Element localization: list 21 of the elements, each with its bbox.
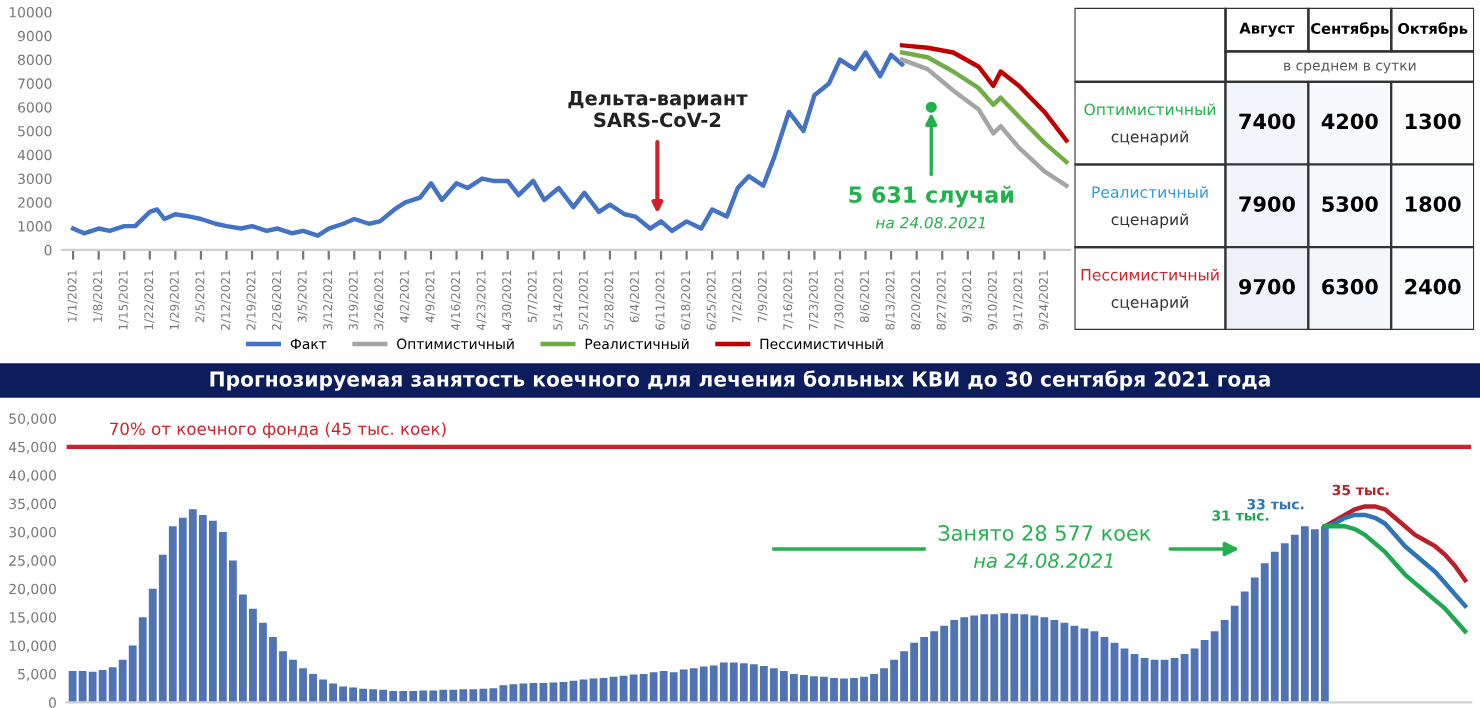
annotation: Дельта-вариант SARS-CoV-2 xyxy=(568,90,748,128)
data-label: 2400 xyxy=(1405,278,1461,295)
line-series xyxy=(899,57,1069,188)
data-label: 9700 xyxy=(1239,278,1295,295)
line-series xyxy=(1322,504,1468,583)
data-label: 7900 xyxy=(1239,196,1295,212)
annotation: Занято 28 577 коек xyxy=(938,525,1151,541)
annotation: на 24.08.2021 xyxy=(974,553,1113,569)
data-label: 6300 xyxy=(1322,278,1378,295)
data-label: 1800 xyxy=(1406,196,1461,212)
chart-title: Прогнозируемая занятость коечного для лечения больных КВИ до 30 сентября 2021 года xyxy=(210,370,1270,391)
line-series xyxy=(899,43,1069,143)
data-label: 1300 xyxy=(1406,113,1461,130)
ref-line-label: 70% от коечного фонда (45 тыс. коек) xyxy=(110,422,446,439)
line-series xyxy=(1322,524,1468,634)
data-label: 4200 xyxy=(1321,113,1378,130)
data-label: 7400 xyxy=(1239,113,1295,130)
line-series xyxy=(899,50,1069,165)
annotation: 5 631 случай xyxy=(849,185,1013,208)
line-series xyxy=(1322,512,1468,609)
data-label: 5300 xyxy=(1322,196,1378,212)
